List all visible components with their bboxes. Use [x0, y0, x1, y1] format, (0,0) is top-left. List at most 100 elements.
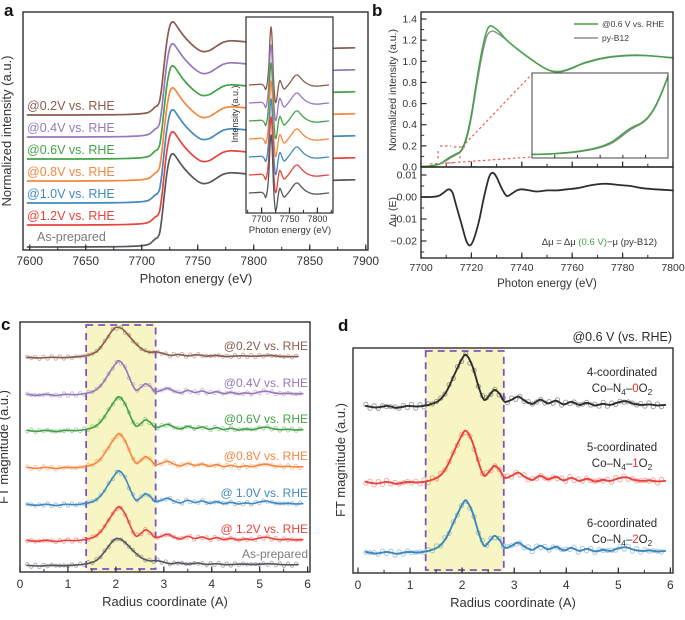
x-tick-label: 5: [615, 578, 622, 592]
curve-label-a-1.0v: @1.0V vs. RHE: [27, 187, 115, 201]
x-tick-label: 2: [459, 578, 466, 592]
formula-d-4coord: Co–N4–0O2: [592, 383, 653, 397]
curve-label-a-0.6v: @0.6V vs. RHE: [27, 143, 115, 157]
y-tick-label: 0.0: [402, 162, 417, 174]
legend-pyb12: py-B12: [602, 33, 629, 43]
panel-d-letter: d: [338, 316, 349, 335]
y-tick-label: 0.8: [402, 77, 417, 89]
x-tick-label: 6: [667, 578, 674, 592]
inset-a-1.0v: [248, 98, 330, 176]
curve-c-0.2v: [26, 326, 299, 359]
x-tick-label: 7780: [611, 262, 635, 274]
x-axis-ticks: [19, 566, 309, 572]
curve-label-c-0.6v: @0.6V vs. RHE: [224, 412, 308, 426]
legend: @0.6 V vs. RHE py-B12: [574, 19, 664, 43]
curve-c-0.6v: [26, 395, 304, 433]
curve-label-c-1.0v: @ 1.0V vs. RHE: [220, 486, 308, 500]
inset-background: [532, 73, 668, 158]
x-tick-label: 7740: [510, 262, 534, 274]
highlight-band-dashed-border: [85, 324, 157, 570]
inset-a-asprep: [248, 134, 330, 212]
x-axis-title: Photon energy (eV): [497, 278, 597, 290]
y-axis-title-b-top: Normalized intensity (a.u.): [387, 29, 399, 151]
delta-mu-annotation: Δμ = Δμ (0.6 V)−μ (py-B12): [542, 237, 657, 248]
curve-label-c-0.2v: @0.2V vs. RHE: [224, 339, 308, 353]
x-axis-ticks: [29, 244, 367, 250]
curve-c-0.4v: [26, 359, 304, 397]
y-tick-label: 1.0: [402, 56, 417, 68]
y-tick-label: 1.4: [402, 14, 417, 26]
curve-d-6coord: [364, 499, 667, 555]
curve-c-asprep: [26, 537, 299, 567]
x-axis-ticks: [420, 252, 674, 258]
x-tick-label: 7800: [307, 214, 327, 224]
x-tick-label: 0: [17, 577, 24, 591]
x-tick-label: 7650: [72, 254, 99, 268]
inset-a-0.2v: [248, 26, 330, 104]
panel-d-title: @0.6 V (vs. RHE): [572, 330, 672, 344]
legend-0.6v: @0.6 V vs. RHE: [602, 19, 664, 29]
inset-a-1.2v: [248, 116, 330, 194]
x-tick-label: 2: [113, 577, 120, 591]
curve-label-c-asprep: As-prepared: [242, 547, 308, 561]
x-axis-title: Photon energy (eV): [249, 225, 331, 236]
x-tick-label: 7900: [352, 254, 379, 268]
zoom-callout-dashed-line: [461, 73, 533, 148]
x-axis-ticks: [247, 207, 332, 213]
curve-b-0.6v: [420, 24, 674, 168]
inset-a-0.6v: [248, 62, 330, 140]
inset-a-0.8v: [248, 80, 330, 158]
panel-b-inset: [531, 72, 669, 159]
curve-label-a-0.8v: @0.8V vs. RHE: [27, 165, 115, 179]
x-axis-ticks: [420, 161, 674, 167]
x-tick-label: 1: [407, 578, 414, 592]
curve-label-c-1.2v: @ 1.2V vs. RHE: [220, 522, 308, 536]
x-tick-label: 7760: [561, 262, 585, 274]
plot-border: [19, 321, 311, 573]
curve-label-c-0.8v: @0.8V vs. RHE: [224, 449, 308, 463]
y-axis-title-a-inset: Intensity (a.u.): [230, 85, 240, 142]
y-axis-title-c: FT magnitude (a.u.): [0, 390, 11, 504]
y-tick-label: 0.01: [397, 170, 418, 182]
x-tick-label: 7700: [409, 262, 433, 274]
zoom-callout-dashed-line: [447, 156, 532, 164]
highlight-band-dashed-border: [424, 350, 505, 571]
panel-b-bottom: 7700 7720 7740 7760 7780 7800 Photon energy (e…: [387, 166, 685, 290]
y-tick-label: 0.6: [402, 98, 417, 110]
curve-c-1.0v: [26, 469, 304, 507]
x-tick-label: 7750: [184, 254, 211, 268]
x-tick-label: 7850: [296, 254, 323, 268]
x-tick-label: 7800: [240, 254, 267, 268]
inset-background: [246, 17, 333, 213]
curve-c-1.2v: [26, 505, 304, 543]
curve-label-a-0.2v: @0.2V vs. RHE: [27, 99, 115, 113]
x-tick-label: 7800: [661, 262, 685, 274]
curve-label-c-0.4v: @0.4V vs. RHE: [224, 376, 308, 390]
label-d-4coord: 4-coordinated: [587, 367, 657, 379]
y-tick-label: 0.2: [402, 140, 417, 152]
plot-border: [22, 11, 369, 251]
y-axis-ticks: [421, 174, 427, 253]
y-axis-title-d: FT magnitude (a.u.): [333, 403, 348, 517]
x-tick-label: 7750: [279, 214, 299, 224]
inset-a-0.4v: [248, 44, 330, 122]
x-tick-label: 7700: [252, 214, 272, 224]
curve-d-4coord: [364, 353, 667, 409]
curve-label-a-asprep: As-prepared: [37, 230, 106, 244]
x-axis-ticks: [554, 154, 647, 158]
y-axis-ticks: [421, 18, 427, 168]
curve-label-a-0.4v: @0.4V vs. RHE: [27, 121, 115, 135]
inset-b-green: [531, 75, 669, 156]
formula-d-5coord: Co–N4–1O2: [592, 458, 653, 472]
label-d-5coord: 5-coordinated: [587, 442, 657, 454]
x-tick-label: 4: [563, 578, 570, 592]
y-tick-label: 0.00: [397, 192, 418, 204]
formula-d-6coord: Co–N4–2O2: [592, 534, 653, 548]
x-axis-title: Radius coordinate (A): [450, 595, 576, 610]
y-tick-label: 1.2: [402, 35, 417, 47]
label-d-6coord: 6-coordinated: [587, 518, 657, 530]
